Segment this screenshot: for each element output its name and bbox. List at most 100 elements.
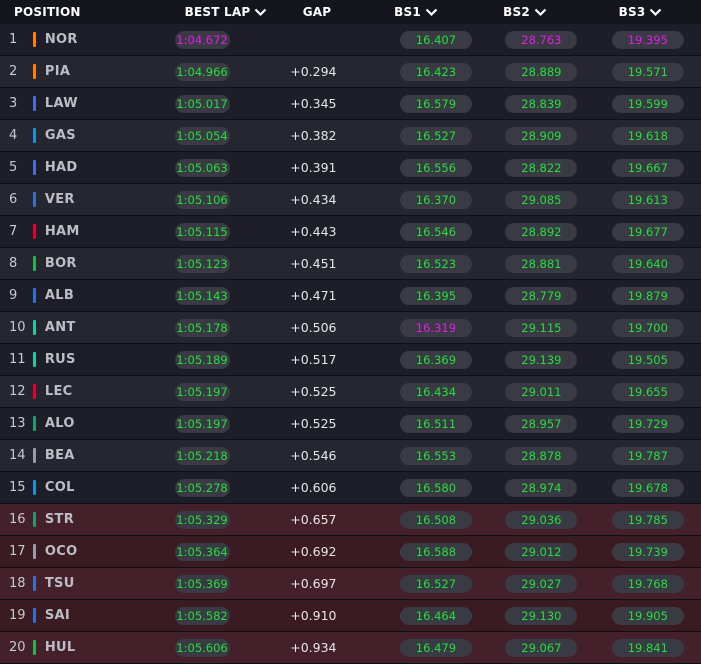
position-cell: 8 [0, 248, 31, 280]
best-lap-time: 1:05.278 [174, 478, 230, 497]
table-row[interactable]: 2 PIA 1:04.966 +0.294 16.423 28.889 19.571 [0, 56, 701, 88]
bs1-time: 16.546 [399, 222, 472, 241]
driver-code: HUL [44, 640, 76, 655]
bs3-time: 19.655 [611, 382, 684, 401]
bs1-time: 16.369 [399, 350, 472, 369]
table-row[interactable]: 6 VER 1:05.106 +0.434 16.370 29.085 19.613 [0, 184, 701, 216]
bs3-cell: 19.571 [595, 56, 701, 88]
gap-value: +0.391 [290, 160, 337, 175]
bs1-cell: 16.479 [384, 632, 489, 664]
bs1-cell: 16.508 [384, 504, 489, 536]
bs3-time: 19.879 [611, 286, 684, 305]
position-cell: 9 [0, 280, 31, 312]
table-row[interactable]: 20 HUL 1:05.606 +0.934 16.479 29.067 19.841 [0, 632, 701, 664]
chevron-down-icon [254, 8, 267, 17]
gap-value: +0.910 [290, 608, 337, 623]
position-number: 4 [8, 128, 18, 143]
column-best-lap[interactable]: BEST LAP [180, 0, 272, 24]
best-lap-cell: 1:05.364 [174, 536, 278, 568]
bs1-time: 16.479 [399, 638, 472, 657]
position-number: 17 [8, 544, 26, 559]
bs1-cell: 16.556 [384, 152, 489, 184]
table-row[interactable]: 3 LAW 1:05.017 +0.345 16.579 28.839 19.599 [0, 88, 701, 120]
table-row[interactable]: 11 RUS 1:05.189 +0.517 16.369 29.139 19.505 [0, 344, 701, 376]
bs2-time: 29.036 [505, 510, 578, 529]
chevron-down-icon [534, 8, 547, 17]
bs1-cell: 16.369 [384, 344, 489, 376]
bs1-time: 16.423 [399, 62, 472, 81]
best-lap-cell: 1:05.106 [174, 184, 278, 216]
table-row[interactable]: 12 LEC 1:05.197 +0.525 16.434 29.011 19.655 [0, 376, 701, 408]
driver-code: BEA [44, 448, 75, 463]
column-bs3[interactable]: BS3 [580, 0, 701, 24]
team-color-bar [32, 448, 36, 463]
bs1-time: 16.580 [399, 478, 472, 497]
best-lap-time: 1:04.672 [174, 30, 230, 49]
bs3-time: 19.395 [611, 30, 684, 49]
bs3-time: 19.905 [611, 606, 684, 625]
position-cell: 4 [0, 120, 31, 152]
best-lap-time: 1:05.115 [174, 222, 230, 241]
column-bs1[interactable]: BS1 [362, 0, 470, 24]
best-lap-cell: 1:05.218 [174, 440, 278, 472]
best-lap-time: 1:05.143 [174, 286, 230, 305]
bs1-time: 16.553 [399, 446, 472, 465]
position-cell: 10 [0, 312, 31, 344]
gap-value: +0.657 [290, 512, 337, 527]
position-cell: 3 [0, 88, 31, 120]
best-lap-cell: 1:05.197 [174, 408, 278, 440]
best-lap-cell: 1:05.017 [174, 88, 278, 120]
bs3-time: 19.613 [611, 190, 684, 209]
team-color-bar [32, 224, 36, 239]
gap-value [277, 24, 350, 56]
position-number: 7 [8, 224, 18, 239]
table-row[interactable]: 16 STR 1:05.329 +0.657 16.508 29.036 19.785 [0, 504, 701, 536]
bs2-time: 28.822 [505, 158, 578, 177]
gap-value: +0.382 [290, 128, 337, 143]
team-color-bar [32, 32, 36, 47]
bs2-cell: 29.130 [488, 600, 594, 632]
gap-value: +0.934 [290, 640, 337, 655]
best-lap-time: 1:05.218 [174, 446, 230, 465]
table-row[interactable]: 4 GAS 1:05.054 +0.382 16.527 28.909 19.618 [0, 120, 701, 152]
position-cell: 18 [0, 568, 31, 600]
position-cell: 11 [0, 344, 31, 376]
bs3-time: 19.739 [611, 542, 684, 561]
bs3-cell: 19.787 [595, 440, 701, 472]
bs1-cell: 16.319 [384, 312, 489, 344]
bs3-time: 19.618 [611, 126, 684, 145]
driver-code: LEC [44, 384, 73, 399]
table-row[interactable]: 13 ALO 1:05.197 +0.525 16.511 28.957 19.729 [0, 408, 701, 440]
table-row[interactable]: 15 COL 1:05.278 +0.606 16.580 28.974 19.678 [0, 472, 701, 504]
best-lap-cell: 1:05.123 [174, 248, 278, 280]
table-row[interactable]: 19 SAI 1:05.582 +0.910 16.464 29.130 19.905 [0, 600, 701, 632]
bs2-cell: 28.909 [488, 120, 594, 152]
bs1-time: 16.579 [399, 94, 472, 113]
bs3-cell: 19.841 [595, 632, 701, 664]
table-row[interactable]: 18 TSU 1:05.369 +0.697 16.527 29.027 19.768 [0, 568, 701, 600]
bs3-time: 19.729 [611, 414, 684, 433]
table-row[interactable]: 10 ANT 1:05.178 +0.506 16.319 29.115 19.700 [0, 312, 701, 344]
driver-code: GAS [44, 128, 76, 143]
table-row[interactable]: 17 OCO 1:05.364 +0.692 16.588 29.012 19.739 [0, 536, 701, 568]
bs3-time: 19.700 [611, 318, 684, 337]
table-row[interactable]: 8 BOR 1:05.123 +0.451 16.523 28.881 19.640 [0, 248, 701, 280]
table-row[interactable]: 14 BEA 1:05.218 +0.546 16.553 28.878 19.787 [0, 440, 701, 472]
position-number: 12 [8, 384, 26, 399]
table-row[interactable]: 7 HAM 1:05.115 +0.443 16.546 28.892 19.677 [0, 216, 701, 248]
best-lap-time: 1:05.364 [174, 542, 230, 561]
gap-value: +0.294 [290, 64, 337, 79]
table-row[interactable]: 9 ALB 1:05.143 +0.471 16.395 28.779 19.879 [0, 280, 701, 312]
position-number: 8 [8, 256, 18, 271]
column-bs2[interactable]: BS2 [470, 0, 580, 24]
bs2-time: 29.027 [505, 574, 578, 593]
column-position[interactable]: POSITION [0, 0, 180, 24]
table-row[interactable]: 5 HAD 1:05.063 +0.391 16.556 28.822 19.667 [0, 152, 701, 184]
best-lap-cell: 1:05.178 [174, 312, 278, 344]
position-cell: 19 [0, 600, 31, 632]
best-lap-time: 1:05.606 [174, 638, 230, 657]
column-gap[interactable]: GAP [272, 0, 362, 24]
table-row[interactable]: 1 NOR 1:04.672 16.407 28.763 19.395 [0, 24, 701, 56]
team-color-bar [32, 512, 36, 527]
